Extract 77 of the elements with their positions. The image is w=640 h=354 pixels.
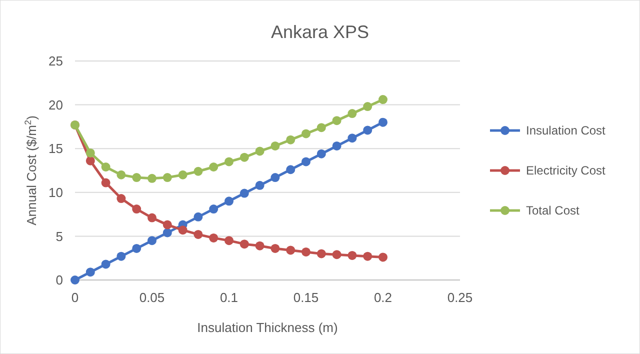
legend-label: Insulation Cost — [526, 124, 606, 138]
point — [224, 196, 234, 206]
point — [178, 170, 188, 180]
point — [224, 236, 234, 246]
point — [332, 116, 342, 126]
point — [101, 260, 110, 269]
point — [332, 141, 342, 150]
x-tick-label: 0 — [71, 290, 79, 305]
point — [70, 276, 80, 284]
point — [270, 244, 280, 253]
point — [348, 134, 357, 143]
point — [363, 252, 372, 261]
point — [348, 250, 357, 260]
point — [86, 156, 95, 166]
point — [209, 204, 218, 214]
y-tick-label: 0 — [56, 272, 63, 288]
point — [101, 162, 110, 172]
point — [132, 204, 142, 214]
point — [116, 170, 126, 180]
point — [224, 157, 234, 166]
point — [316, 149, 326, 158]
point — [132, 173, 142, 182]
x-tick-label: 0.15 — [293, 290, 319, 305]
legend-label: Electricity Cost — [526, 164, 606, 178]
point — [240, 152, 249, 162]
point — [332, 250, 342, 260]
point — [209, 162, 218, 172]
point — [194, 166, 203, 176]
y-tick-label: 5 — [56, 228, 63, 244]
point — [302, 247, 310, 256]
x-tick-label: 0.1 — [220, 290, 238, 305]
point — [286, 165, 296, 174]
x-tick-label: 0.2 — [374, 290, 392, 305]
point — [162, 173, 172, 182]
x-tick-label: 0.05 — [139, 290, 165, 305]
point — [302, 129, 310, 138]
point — [255, 241, 264, 250]
point — [209, 233, 218, 242]
point — [148, 174, 156, 183]
point — [194, 212, 203, 222]
y-tick-label: 20 — [48, 97, 63, 112]
point — [194, 230, 203, 239]
legend-label: Total Cost — [526, 204, 580, 218]
y-tick-label: 10 — [48, 184, 63, 200]
point — [162, 228, 172, 238]
point — [302, 157, 310, 166]
point — [178, 226, 188, 235]
point — [378, 118, 388, 127]
point — [270, 141, 280, 150]
point — [316, 123, 326, 132]
point — [86, 268, 95, 277]
y-tick-label: 25 — [48, 54, 63, 69]
point — [148, 236, 156, 246]
point — [286, 246, 296, 255]
point — [378, 95, 388, 104]
point — [363, 126, 372, 135]
x-axis-title: Insulation Thickness (m) — [197, 320, 338, 335]
point — [286, 135, 296, 144]
point — [101, 178, 110, 188]
point — [116, 252, 126, 261]
point — [378, 252, 388, 262]
point — [316, 249, 326, 258]
point — [240, 188, 249, 198]
point — [86, 148, 95, 158]
chart-title: Ankara XPS — [270, 22, 370, 42]
point — [270, 173, 280, 182]
point — [162, 220, 172, 230]
x-tick-label: 0.25 — [447, 290, 473, 305]
point — [116, 194, 126, 204]
point — [255, 146, 264, 156]
point — [148, 213, 156, 222]
point — [132, 244, 142, 253]
point — [363, 102, 372, 112]
point — [240, 240, 249, 249]
y-tick-label: 15 — [48, 141, 63, 156]
point — [348, 109, 357, 118]
point — [255, 180, 264, 190]
